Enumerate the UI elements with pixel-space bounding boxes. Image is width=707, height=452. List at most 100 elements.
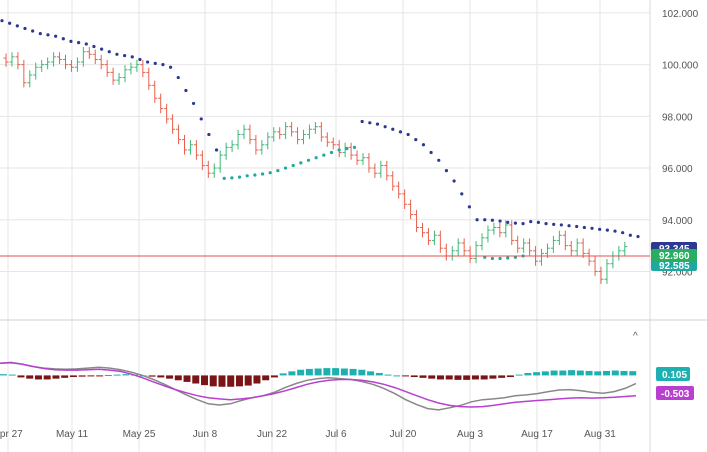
ohlc-bar	[265, 132, 271, 150]
ohlc-bar	[425, 228, 431, 246]
signal-value: -0.503	[661, 389, 690, 400]
time-tick-label: May 11	[56, 429, 88, 440]
ohlc-bar	[467, 246, 473, 264]
sar-dot-above	[598, 227, 602, 231]
sar-dot-above	[0, 19, 4, 23]
macd-histogram-bar	[262, 375, 270, 381]
sar-dot-above	[429, 150, 433, 155]
sar-dot-above	[168, 65, 173, 69]
macd-histogram-bar	[559, 370, 567, 376]
macd-histogram-bar	[314, 368, 322, 376]
sar-dot-below	[498, 256, 502, 261]
price-tick-label: 100.000	[662, 61, 699, 72]
sar-dot-above	[498, 219, 502, 223]
sar-dot-above	[184, 88, 188, 93]
macd-histogram-bar	[393, 375, 401, 377]
sar-dot-below	[291, 163, 295, 168]
ohlc-bar	[259, 140, 265, 155]
sar-dot-above	[529, 219, 533, 224]
sar-dot-above	[513, 221, 517, 225]
ohlc-bar	[408, 199, 414, 220]
ohlc-bar	[622, 241, 628, 256]
sar-dot-above	[567, 224, 571, 228]
ohlc-bar	[57, 52, 63, 65]
macd-histogram-bar	[201, 375, 209, 386]
sar-dot-above	[368, 121, 372, 125]
macd-histogram-bar	[402, 375, 410, 377]
ohlc-bar	[80, 47, 86, 67]
macd-histogram-bar	[367, 371, 375, 376]
ohlc-bar	[140, 59, 146, 78]
macd-histogram-bar	[87, 375, 95, 377]
macd-histogram-bar	[489, 375, 497, 379]
ohlc-bar	[92, 49, 98, 65]
ohlc-bar	[384, 160, 390, 181]
macd-histogram-bar	[375, 372, 383, 376]
sar-dot-below	[283, 166, 288, 170]
macd-histogram-bar	[96, 375, 104, 377]
ohlc-bar	[586, 248, 592, 266]
sar-dot-below	[329, 150, 334, 155]
sar-dot-above	[460, 192, 464, 196]
ohlc-bar	[277, 127, 283, 140]
macd-histogram-bar	[454, 375, 462, 380]
ohlc-bar	[574, 238, 580, 256]
sar-dot-below	[260, 172, 265, 176]
sar-dot-above	[483, 218, 487, 222]
ohlc-bar	[515, 235, 521, 253]
ohlc-bar	[39, 59, 45, 72]
macd-histogram-bar	[568, 370, 576, 376]
ohlc-bar	[503, 220, 509, 238]
sar-dot-below	[245, 174, 249, 178]
ohlc-bar	[283, 122, 289, 140]
ohlc-bar	[253, 134, 259, 155]
ohlc-bar	[27, 70, 33, 88]
ohlc-bar	[45, 57, 51, 70]
ohlc-bar	[616, 246, 622, 261]
sar-dot-above	[31, 29, 35, 33]
macd-histogram-bar	[8, 374, 16, 376]
ohlc-bar	[396, 181, 402, 199]
ohlc-bar	[324, 132, 330, 147]
chart-grid	[0, 0, 651, 452]
macd-histogram-bar	[515, 374, 523, 376]
sar-dot-above	[406, 132, 410, 137]
signal-line	[0, 362, 637, 408]
sar-dot-above	[130, 55, 134, 59]
ohlc-bar	[74, 57, 80, 72]
ohlc-bar	[229, 140, 235, 153]
time-tick-label: Aug 31	[584, 429, 616, 440]
sar-dot-above	[605, 228, 609, 232]
sar-dot-above	[559, 223, 563, 227]
sar-dot-above	[636, 234, 640, 239]
price-tick-label: 98.000	[662, 112, 693, 123]
macd-histogram-bar	[332, 368, 340, 376]
ohlc-bar	[122, 65, 128, 83]
sar-dot-above	[207, 132, 211, 137]
ohlc-bar	[366, 153, 372, 173]
sar-dot-above	[8, 21, 12, 25]
sar-dot-above	[38, 32, 42, 36]
ohlc-bar	[527, 238, 533, 256]
macd-histogram-bar	[533, 372, 541, 376]
parabolic-sar-dots	[0, 19, 640, 261]
macd-histogram-bar	[340, 368, 348, 376]
collapse-pane-icon[interactable]: ^	[633, 331, 638, 342]
ohlc-bar	[289, 122, 295, 137]
ohlc-bar	[461, 238, 467, 256]
ohlc-bar	[241, 124, 247, 140]
sar-dot-below	[230, 176, 234, 180]
macd-histogram-bar	[463, 375, 471, 380]
macd-histogram-bar	[270, 375, 278, 378]
sar-dot-below	[299, 161, 303, 165]
macd-histogram-bar	[43, 375, 51, 380]
ohlc-bar	[443, 243, 449, 261]
macd-line	[0, 361, 637, 411]
ohlc-bar	[598, 266, 604, 284]
sar-dot-above	[582, 225, 586, 230]
time-tick-label: Jul 20	[390, 429, 417, 440]
sar-dot-above	[506, 220, 510, 224]
ohlc-bar	[354, 150, 360, 165]
sar-dot-above	[15, 24, 19, 28]
